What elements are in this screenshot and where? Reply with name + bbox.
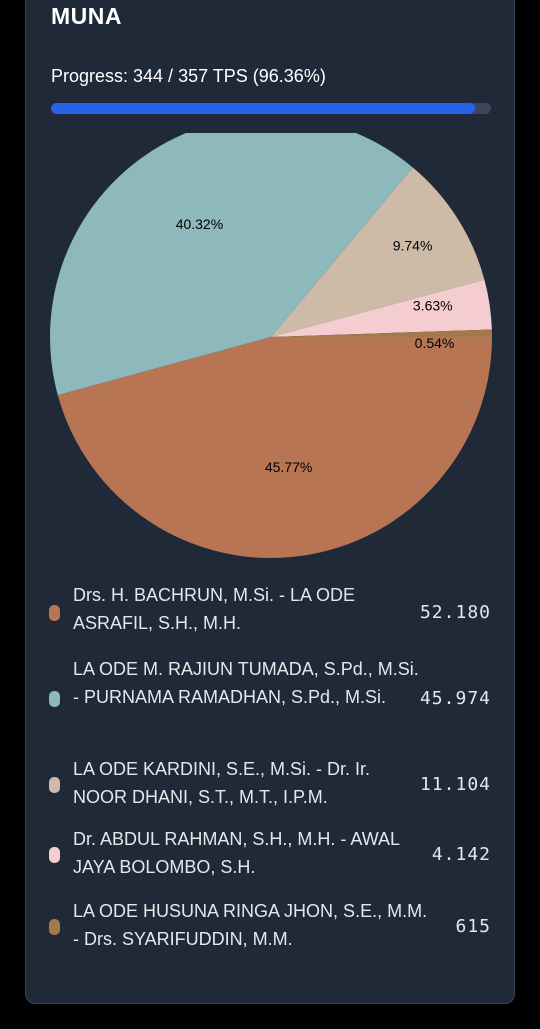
legend-item: LA ODE HUSUNA RINGA JHON, S.E., M.M. - D… — [26, 897, 516, 957]
legend-value: 11.104 — [419, 774, 491, 795]
results-card: MUNA Progress: 344 / 357 TPS (96.36%) 45… — [25, 0, 515, 1004]
pie-slice[interactable] — [271, 167, 485, 337]
legend-label: LA ODE HUSUNA RINGA JHON, S.E., M.M. - D… — [73, 901, 428, 949]
legend-value: 615 — [455, 916, 491, 937]
pie-slice[interactable] — [271, 279, 492, 337]
legend-swatch — [49, 777, 60, 793]
legend-item: LA ODE KARDINI, S.E., M.Si. - Dr. Ir. NO… — [26, 755, 516, 815]
pie-slice[interactable] — [50, 133, 413, 396]
legend-label: LA ODE KARDINI, S.E., M.Si. - Dr. Ir. NO… — [73, 759, 371, 807]
pie-chart: 45.77% 40.32% 9.74% 3.63% 0.54% — [26, 133, 516, 593]
legend-item: Drs. H. BACHRUN, M.Si. - LA ODE ASRAFIL,… — [26, 581, 516, 645]
legend-swatch — [49, 847, 60, 863]
legend-swatch — [49, 605, 60, 621]
pie-slice-label: 3.63% — [413, 298, 453, 314]
region-title: MUNA — [51, 3, 122, 29]
pie-slice-label: 45.77% — [265, 459, 312, 475]
progress-bar-fill — [51, 103, 475, 114]
legend-value: 52.180 — [419, 602, 491, 623]
progress-bar — [51, 103, 491, 114]
legend-value: 4.142 — [431, 844, 491, 865]
legend-value: 45.974 — [419, 688, 491, 709]
pie-slice-label: 0.54% — [415, 335, 455, 351]
legend-label: Dr. ABDUL RAHMAN, S.H., M.H. - AWAL JAYA… — [73, 829, 400, 877]
legend-label: LA ODE M. RAJIUN TUMADA, S.Pd., M.Si. - … — [73, 659, 419, 707]
progress-text: Progress: 344 / 357 TPS (96.36%) — [51, 66, 326, 86]
pie-slice-label: 40.32% — [176, 216, 223, 232]
legend-item: Dr. ABDUL RAHMAN, S.H., M.H. - AWAL JAYA… — [26, 825, 516, 885]
legend-swatch — [49, 691, 60, 707]
pie-chart-svg: 45.77% 40.32% 9.74% 3.63% 0.54% — [50, 133, 492, 558]
legend-label: Drs. H. BACHRUN, M.Si. - LA ODE ASRAFIL,… — [73, 585, 356, 633]
pie-slice[interactable] — [271, 329, 492, 337]
pie-slice-label: 9.74% — [393, 237, 433, 253]
legend-item: LA ODE M. RAJIUN TUMADA, S.Pd., M.Si. - … — [26, 655, 516, 743]
legend-swatch — [49, 919, 60, 935]
pie-slice[interactable] — [57, 337, 492, 558]
